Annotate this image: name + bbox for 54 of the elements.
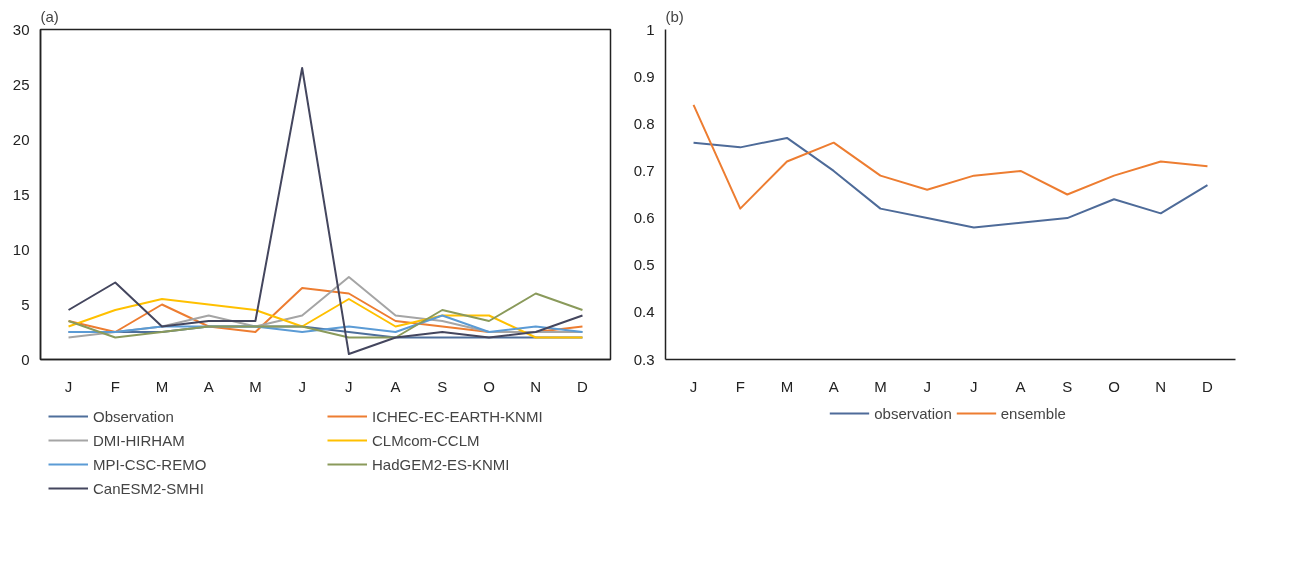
x-tick-label: M [874, 377, 887, 395]
y-tick-label: 1 [646, 20, 655, 38]
y-tick-label: 0.7 [633, 161, 655, 179]
line-series [692, 103, 1209, 210]
y-tick-label: 0.9 [633, 67, 655, 85]
x-tick-label: J [345, 377, 353, 395]
y-tick-label: 25 [12, 75, 30, 93]
x-tick-label: A [390, 377, 401, 395]
y-tick-label: 0.5 [633, 256, 655, 274]
y-tick-label: 5 [21, 295, 30, 313]
x-tick-label: M [780, 377, 794, 395]
legend-label: ICHEC-EC-EARTH-KNMI [372, 407, 544, 425]
legend-label: CanESM2-SMHI [93, 479, 205, 497]
line-series [67, 67, 584, 355]
x-tick-label: N [1155, 377, 1167, 395]
legend-label: DMI-HIRHAM [93, 431, 186, 449]
legend-label: MPI-CSC-REMO [93, 455, 208, 473]
chart-title: (b) [665, 7, 684, 25]
x-tick-label: D [577, 377, 589, 395]
x-tick-label: J [64, 377, 73, 395]
x-tick-label: F [110, 377, 120, 395]
y-tick-label: 20 [12, 130, 30, 148]
y-tick-label: 0.4 [633, 303, 655, 321]
y-tick-label: 15 [12, 185, 30, 203]
y-tick-label: 0.6 [633, 209, 655, 227]
line-series [692, 136, 1209, 229]
x-tick-label: A [1015, 377, 1026, 395]
x-tick-label: N [530, 377, 542, 395]
x-tick-label: O [483, 377, 495, 395]
x-tick-label: S [1062, 377, 1073, 395]
legend-label: CLMcom-CCLM [372, 431, 481, 449]
x-tick-label: F [735, 377, 745, 395]
line-series [67, 287, 584, 333]
x-tick-label: M [155, 377, 169, 395]
y-tick-label: 10 [12, 240, 30, 258]
legend-label: observation [874, 404, 952, 422]
x-tick-label: J [923, 377, 931, 395]
y-tick-label: 0 [21, 350, 30, 368]
legend-label: Observation [93, 407, 175, 425]
y-tick-label: 0.3 [633, 350, 655, 368]
x-tick-label: S [437, 377, 448, 395]
x-tick-label: A [828, 377, 839, 395]
x-tick-label: D [1202, 377, 1214, 395]
x-tick-label: J [298, 377, 306, 395]
x-tick-label: M [249, 377, 262, 395]
x-tick-label: J [689, 377, 698, 395]
y-tick-label: 0.8 [633, 114, 655, 132]
legend-label: HadGEM2-ES-KNMI [372, 455, 511, 473]
chart-title: (a) [40, 7, 59, 25]
x-tick-label: A [203, 377, 214, 395]
x-tick-label: J [970, 377, 978, 395]
x-tick-label: O [1108, 377, 1120, 395]
y-tick-label: 30 [12, 20, 30, 38]
legend-label: ensemble [1000, 404, 1067, 422]
